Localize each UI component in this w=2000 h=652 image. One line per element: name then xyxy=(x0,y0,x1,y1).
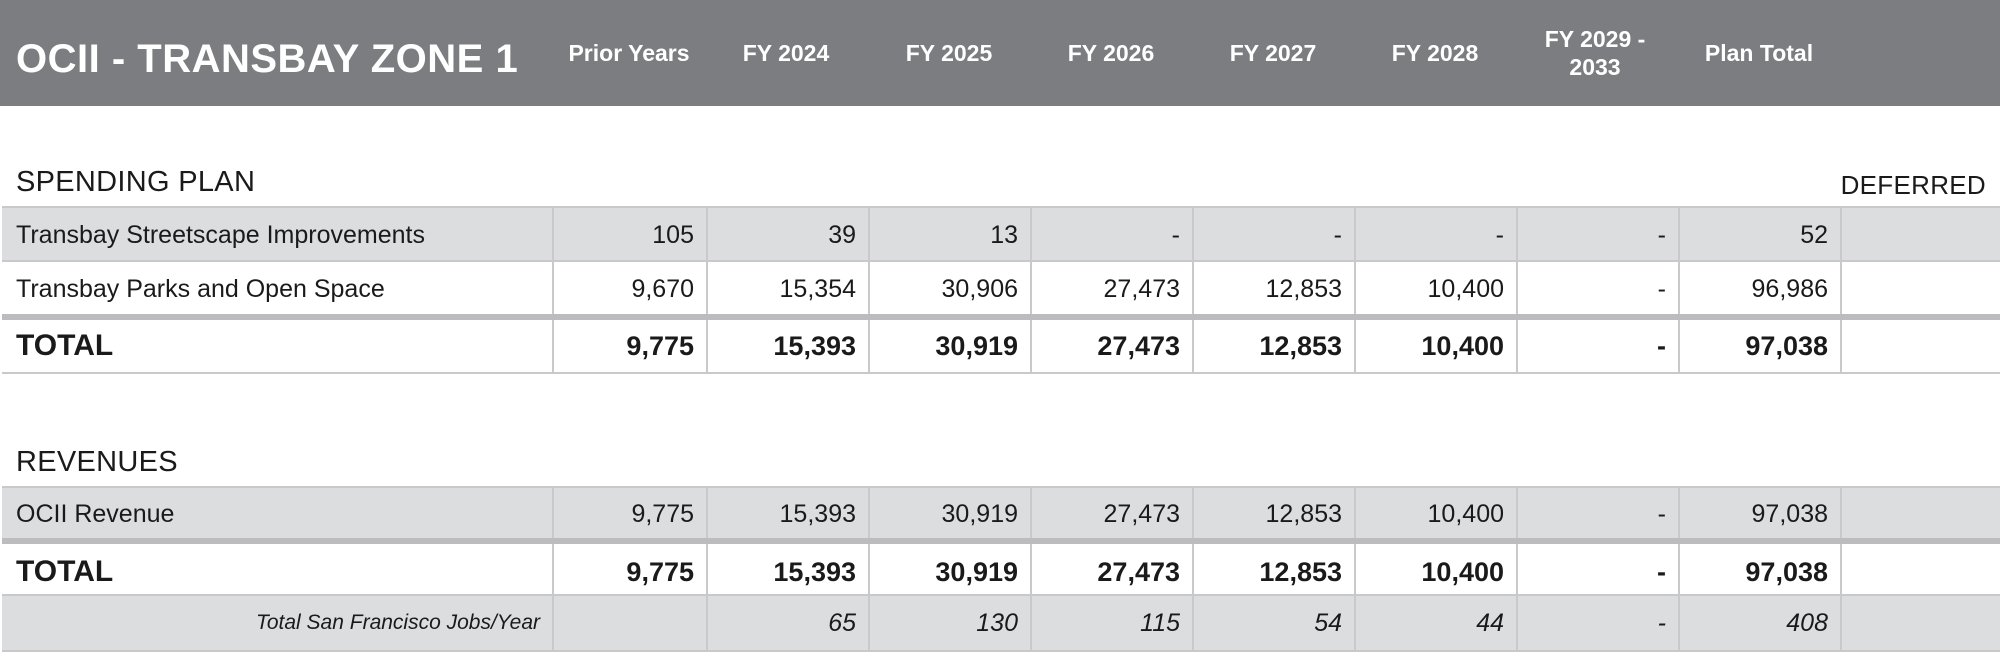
table-row-jobs: Total San Francisco Jobs/Year 65 130 115… xyxy=(2,594,2000,652)
cell-fy2025: 30,919 xyxy=(868,320,1030,372)
cell-fy2025: 30,919 xyxy=(868,488,1030,540)
cell-fy2026: 27,473 xyxy=(1030,320,1192,372)
column-header-fy2027: FY 2027 xyxy=(1229,40,1317,66)
column-header-plan-total: Plan Total xyxy=(1704,40,1814,66)
cell-fy2027: 12,853 xyxy=(1192,488,1354,540)
table-header: OCII - TRANSBAY ZONE 1 Prior Years FY 20… xyxy=(0,0,2000,106)
cell-fy2027: 12,853 xyxy=(1192,544,1354,600)
cell-fy2027: 12,853 xyxy=(1192,262,1354,316)
cell-fy2025: 30,906 xyxy=(868,262,1030,316)
cell-fy2028: 44 xyxy=(1354,596,1516,650)
cell-fy2029-2033: - xyxy=(1516,320,1678,372)
column-header-fy2025: FY 2025 xyxy=(905,40,993,66)
cell-plan-total: 52 xyxy=(1678,208,1840,262)
cell-fy2027: 54 xyxy=(1192,596,1354,650)
cell-fy2027: - xyxy=(1192,208,1354,262)
cell-fy2026: 27,473 xyxy=(1030,488,1192,540)
spending-plan-heading: SPENDING PLAN xyxy=(16,166,256,198)
table-row-ocii-revenue: OCII Revenue 9,775 15,393 30,919 27,473 … xyxy=(2,486,2000,540)
row-label: Transbay Streetscape Improvements xyxy=(16,220,425,249)
cell-fy2029-2033: - xyxy=(1516,488,1678,540)
cell-fy2024: 39 xyxy=(706,208,868,262)
cell-fy2028: - xyxy=(1354,208,1516,262)
cell-prior-years xyxy=(552,596,706,650)
column-header-fy2029-2033: FY 2029 - 2033 xyxy=(1544,26,1646,80)
cell-fy2024: 15,393 xyxy=(706,320,868,372)
cell-fy2024: 15,393 xyxy=(706,488,868,540)
cell-fy2029-2033: - xyxy=(1516,208,1678,262)
deferred-column-heading: DEFERRED xyxy=(1840,170,1986,200)
cell-fy2028: 10,400 xyxy=(1354,488,1516,540)
cell-fy2029-2033: - xyxy=(1516,262,1678,316)
table-row-revenue-total: TOTAL 9,775 15,393 30,919 27,473 12,853 … xyxy=(2,538,2000,600)
cell-plan-total: 408 xyxy=(1678,596,1840,650)
cell-fy2026: 27,473 xyxy=(1030,262,1192,316)
cell-fy2026: - xyxy=(1030,208,1192,262)
table-row-parks: Transbay Parks and Open Space 9,670 15,3… xyxy=(2,260,2000,316)
cell-deferred xyxy=(1840,596,2000,650)
revenues-heading: REVENUES xyxy=(16,446,178,478)
cell-fy2027: 12,853 xyxy=(1192,320,1354,372)
row-label: TOTAL xyxy=(16,555,114,588)
cell-fy2026: 115 xyxy=(1030,596,1192,650)
cell-fy2024: 65 xyxy=(706,596,868,650)
cell-prior-years: 9,775 xyxy=(552,544,706,600)
cell-deferred xyxy=(1840,488,2000,540)
column-header-fy2028: FY 2028 xyxy=(1391,40,1479,66)
cell-fy2025: 13 xyxy=(868,208,1030,262)
cell-deferred xyxy=(1840,262,2000,316)
table-row-spending-total: TOTAL 9,775 15,393 30,919 27,473 12,853 … xyxy=(2,314,2000,374)
report-title: OCII - TRANSBAY ZONE 1 xyxy=(16,37,519,81)
cell-fy2024: 15,354 xyxy=(706,262,868,316)
cell-fy2028: 10,400 xyxy=(1354,320,1516,372)
column-header-fy2026: FY 2026 xyxy=(1067,40,1155,66)
cell-plan-total: 97,038 xyxy=(1678,488,1840,540)
cell-fy2024: 15,393 xyxy=(706,544,868,600)
table-row-streetscape: Transbay Streetscape Improvements 105 39… xyxy=(2,206,2000,262)
cell-plan-total: 97,038 xyxy=(1678,320,1840,372)
cell-prior-years: 9,775 xyxy=(552,488,706,540)
cell-fy2026: 27,473 xyxy=(1030,544,1192,600)
cell-fy2028: 10,400 xyxy=(1354,262,1516,316)
cell-fy2028: 10,400 xyxy=(1354,544,1516,600)
cell-prior-years: 9,775 xyxy=(552,320,706,372)
cell-plan-total: 96,986 xyxy=(1678,262,1840,316)
cell-fy2025: 30,919 xyxy=(868,544,1030,600)
cell-prior-years: 9,670 xyxy=(552,262,706,316)
row-label: OCII Revenue xyxy=(16,499,175,528)
cell-deferred xyxy=(1840,544,2000,600)
row-label: Total San Francisco Jobs/Year xyxy=(255,611,540,634)
row-label: TOTAL xyxy=(16,329,114,362)
cell-deferred xyxy=(1840,320,2000,372)
cell-fy2029-2033: - xyxy=(1516,544,1678,600)
cell-fy2025: 130 xyxy=(868,596,1030,650)
cell-plan-total: 97,038 xyxy=(1678,544,1840,600)
cell-prior-years: 105 xyxy=(552,208,706,262)
column-header-fy2024: FY 2024 xyxy=(742,40,830,66)
column-header-prior-years: Prior Years xyxy=(568,40,690,66)
cell-deferred xyxy=(1840,208,2000,262)
cell-fy2029-2033: - xyxy=(1516,596,1678,650)
row-label: Transbay Parks and Open Space xyxy=(16,274,385,303)
